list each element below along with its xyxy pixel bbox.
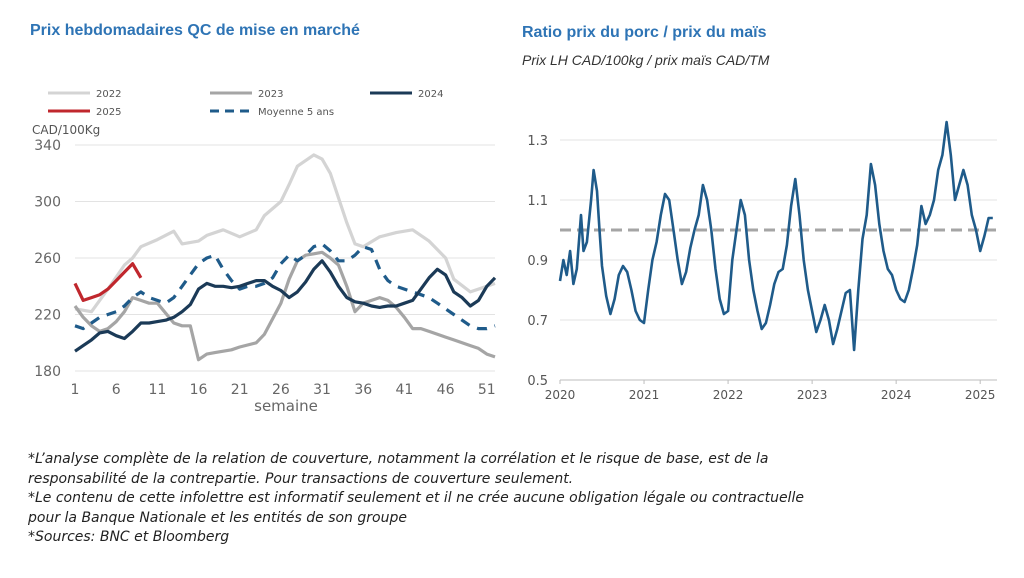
y-tick-label: 0.5 bbox=[527, 374, 548, 389]
x-tick-label: 51 bbox=[478, 382, 496, 398]
x-axis-label: semaine bbox=[254, 397, 318, 415]
x-tick-label: 46 bbox=[437, 382, 455, 398]
right-chart-title: Ratio prix du porc / prix du maïs bbox=[522, 24, 767, 41]
x-tick-label: 2022 bbox=[713, 388, 744, 402]
y-tick-label: 260 bbox=[34, 251, 61, 267]
footnote-line: responsabilité de la contrepartie. Pour … bbox=[28, 470, 574, 487]
series-line-2023 bbox=[73, 250, 496, 362]
y-axis-label: CAD/100Kg bbox=[32, 123, 100, 137]
legend-label: Moyenne 5 ans bbox=[258, 107, 334, 118]
y-tick-label: 0.7 bbox=[527, 314, 548, 329]
y-tick-label: 1.1 bbox=[527, 194, 548, 209]
x-tick-label: 6 bbox=[112, 382, 121, 398]
x-tick-label: 31 bbox=[313, 382, 331, 398]
x-tick-label: 2024 bbox=[881, 388, 912, 402]
y-tick-label: 0.9 bbox=[527, 254, 548, 269]
y-tick-label: 340 bbox=[34, 138, 61, 154]
series-line-ratio bbox=[558, 120, 993, 352]
footnote-line: pour la Banque Nationale et les entités … bbox=[28, 509, 407, 526]
series-line-moyenne-5-ans bbox=[74, 242, 496, 331]
legend-label: 2023 bbox=[258, 89, 283, 100]
series-line-2024 bbox=[74, 259, 497, 353]
x-tick-label: 2021 bbox=[629, 388, 660, 402]
x-tick-label: 36 bbox=[354, 382, 372, 398]
right-chart-subtitle: Prix LH CAD/100kg / prix maïs CAD/TM bbox=[522, 52, 770, 68]
legend-label: 2022 bbox=[96, 89, 121, 100]
x-tick-label: 1 bbox=[71, 382, 80, 398]
y-tick-label: 220 bbox=[34, 308, 61, 324]
x-tick-label: 2023 bbox=[797, 388, 828, 402]
y-tick-label: 1.3 bbox=[527, 134, 548, 149]
x-tick-label: 16 bbox=[190, 382, 208, 398]
left-chart: 2022 2023 2024 2025 Moyenne 5 ans CAD/100Kg34… bbox=[32, 89, 497, 415]
x-tick-label: 11 bbox=[148, 382, 166, 398]
y-tick-label: 300 bbox=[34, 195, 61, 211]
footnote-line: *Le contenu de cette infolettre est info… bbox=[28, 490, 804, 506]
footnote-line: *L’analyse complète de la relation de co… bbox=[28, 451, 769, 467]
footnotes: *L’analyse complète de la relation de co… bbox=[28, 450, 988, 548]
footnote-line: *Sources: BNC et Bloomberg bbox=[28, 529, 230, 545]
x-tick-label: 41 bbox=[395, 382, 413, 398]
x-tick-label: 2020 bbox=[545, 388, 576, 402]
series-line-2022 bbox=[74, 153, 496, 314]
x-tick-label: 2025 bbox=[965, 388, 996, 402]
series-line-2025 bbox=[73, 262, 143, 302]
left-chart-title: Prix hebdomadaires QC de mise en marché bbox=[30, 22, 360, 39]
legend-label: 2025 bbox=[96, 107, 121, 118]
x-tick-label: 21 bbox=[231, 382, 249, 398]
legend-label: 2024 bbox=[418, 89, 443, 100]
x-tick-label: 26 bbox=[272, 382, 290, 398]
y-tick-label: 180 bbox=[34, 364, 61, 380]
